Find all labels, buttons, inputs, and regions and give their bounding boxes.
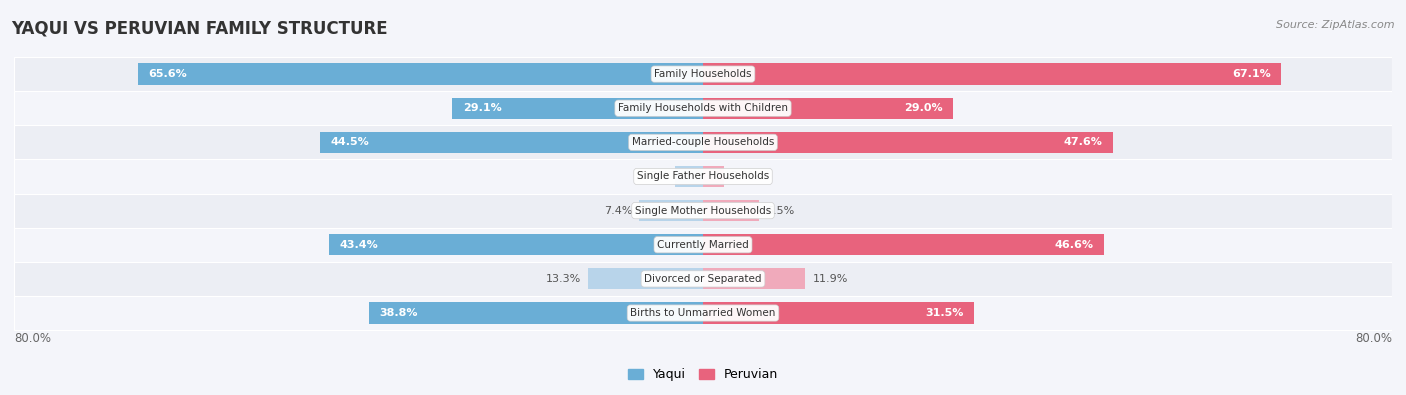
Bar — [703, 132, 1114, 153]
Bar — [703, 98, 953, 119]
Bar — [14, 262, 1392, 296]
Text: 6.5%: 6.5% — [766, 206, 794, 216]
Bar — [703, 200, 759, 221]
Text: Single Father Households: Single Father Households — [637, 171, 769, 181]
Bar — [138, 64, 703, 85]
Bar — [368, 303, 703, 324]
Bar — [703, 268, 806, 290]
Text: Currently Married: Currently Married — [657, 240, 749, 250]
Text: Divorced or Separated: Divorced or Separated — [644, 274, 762, 284]
Text: 47.6%: 47.6% — [1064, 137, 1102, 147]
Text: 38.8%: 38.8% — [380, 308, 418, 318]
Bar — [703, 166, 724, 187]
Bar — [14, 91, 1392, 125]
Text: 2.4%: 2.4% — [731, 171, 759, 181]
Text: 46.6%: 46.6% — [1054, 240, 1094, 250]
Text: Single Mother Households: Single Mother Households — [636, 206, 770, 216]
Text: 13.3%: 13.3% — [547, 274, 582, 284]
Bar — [14, 160, 1392, 194]
Text: 43.4%: 43.4% — [340, 240, 378, 250]
Text: Family Households: Family Households — [654, 69, 752, 79]
Text: 3.2%: 3.2% — [640, 171, 669, 181]
Bar — [703, 303, 974, 324]
Text: 29.0%: 29.0% — [904, 103, 942, 113]
Bar — [589, 268, 703, 290]
Text: Births to Unmarried Women: Births to Unmarried Women — [630, 308, 776, 318]
Text: 67.1%: 67.1% — [1232, 69, 1271, 79]
Text: 11.9%: 11.9% — [813, 274, 848, 284]
Bar — [14, 194, 1392, 228]
Text: Married-couple Households: Married-couple Households — [631, 137, 775, 147]
Legend: Yaqui, Peruvian: Yaqui, Peruvian — [623, 363, 783, 386]
Text: 80.0%: 80.0% — [1355, 332, 1392, 345]
Bar — [14, 228, 1392, 262]
Bar — [703, 64, 1281, 85]
Bar — [640, 200, 703, 221]
Text: 80.0%: 80.0% — [14, 332, 51, 345]
Text: 7.4%: 7.4% — [605, 206, 633, 216]
Text: 44.5%: 44.5% — [330, 137, 368, 147]
Bar — [14, 125, 1392, 160]
Bar — [675, 166, 703, 187]
Bar — [329, 234, 703, 255]
Bar — [14, 296, 1392, 330]
Text: 65.6%: 65.6% — [149, 69, 187, 79]
Bar — [319, 132, 703, 153]
Text: Family Households with Children: Family Households with Children — [619, 103, 787, 113]
Bar — [703, 234, 1104, 255]
Text: 29.1%: 29.1% — [463, 103, 502, 113]
Text: YAQUI VS PERUVIAN FAMILY STRUCTURE: YAQUI VS PERUVIAN FAMILY STRUCTURE — [11, 20, 388, 38]
Bar — [14, 57, 1392, 91]
Text: Source: ZipAtlas.com: Source: ZipAtlas.com — [1277, 20, 1395, 30]
Text: 31.5%: 31.5% — [925, 308, 965, 318]
Bar — [453, 98, 703, 119]
